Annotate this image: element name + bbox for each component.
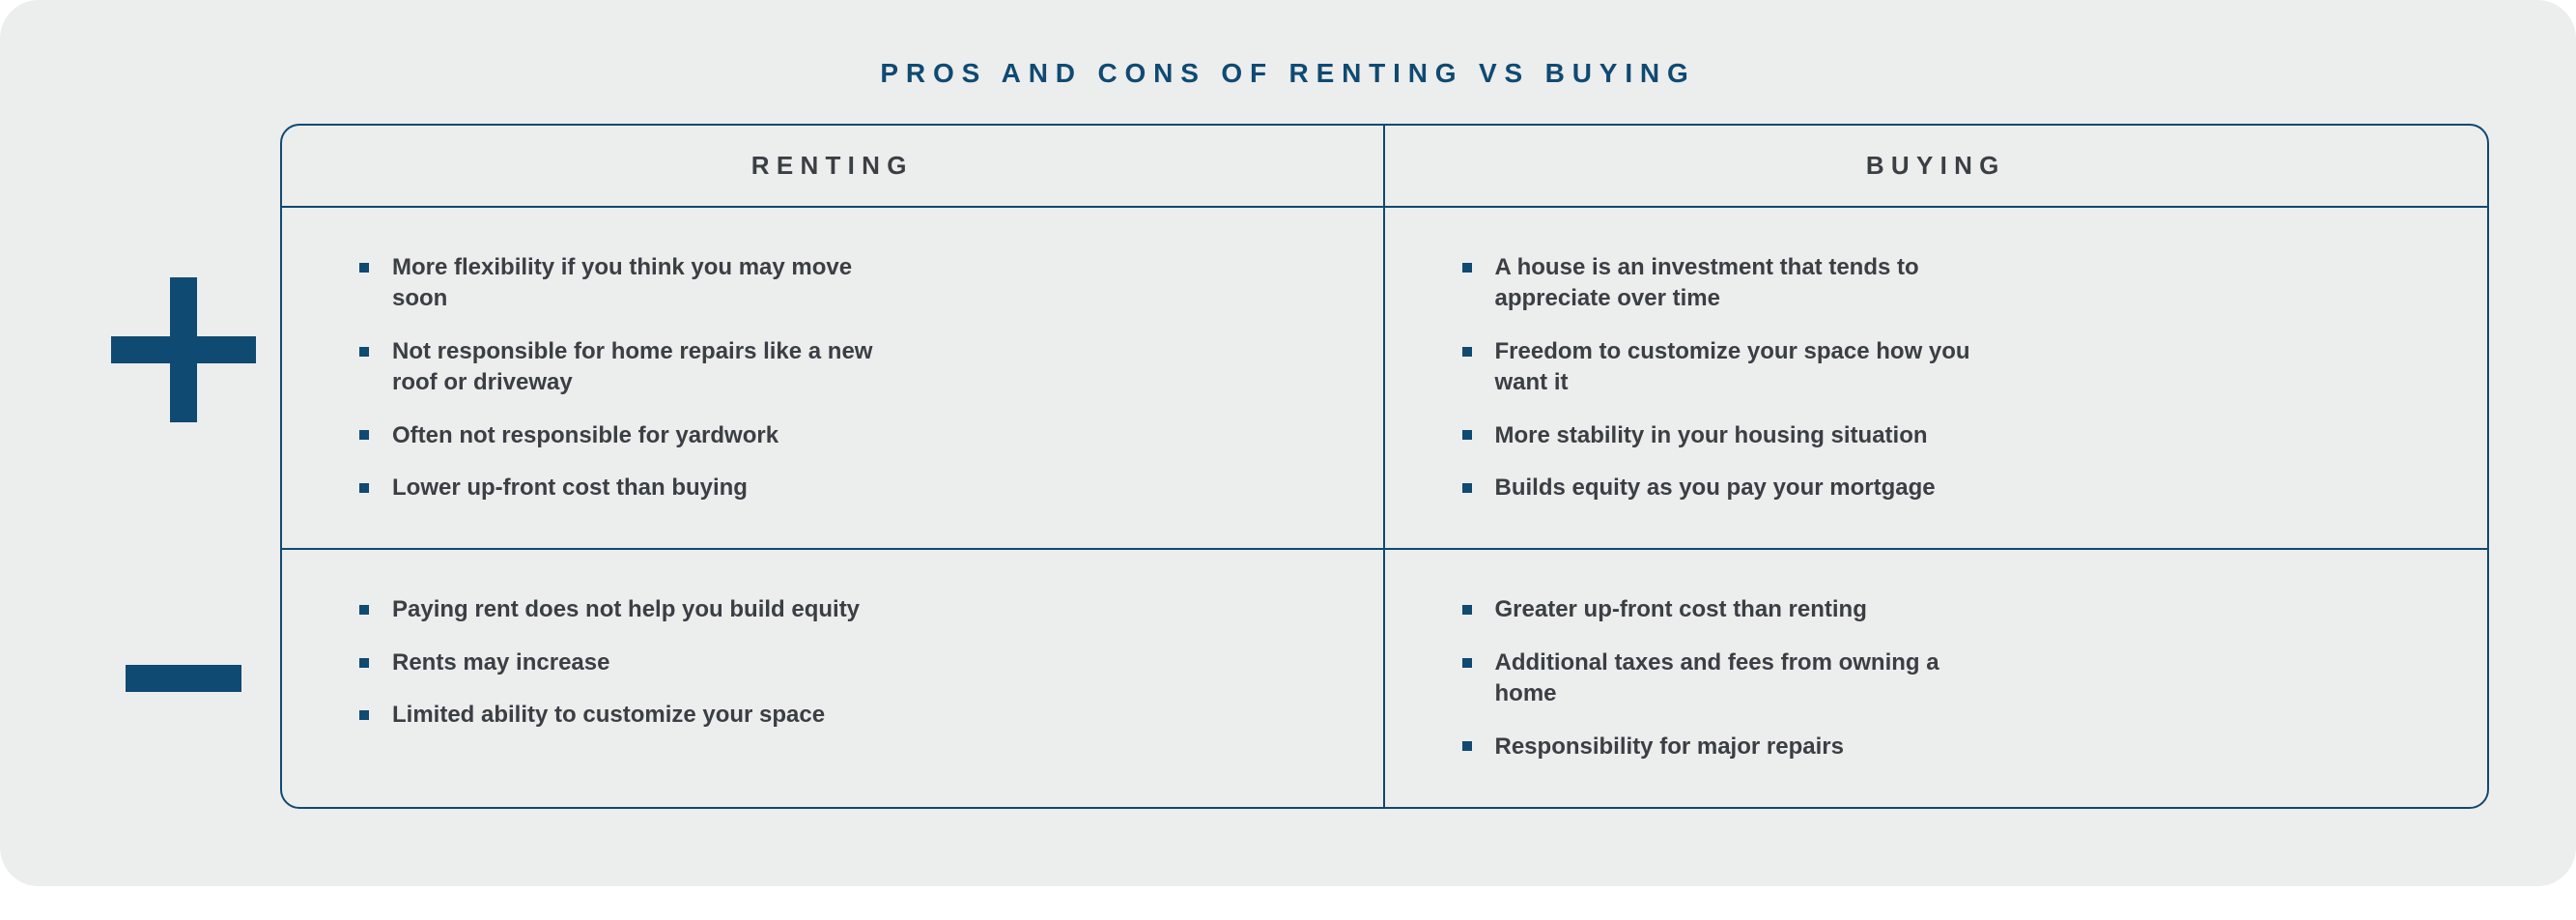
cell-cons-buying: Greater up-front cost than renting Additi…	[1385, 550, 2488, 807]
list-item: Builds equity as you pay your mortgage	[1462, 473, 2003, 503]
cell-pros-renting: More flexibility if you think you may mo…	[282, 208, 1385, 550]
cell-pros-buying: A house is an investment that tends to a…	[1385, 208, 2488, 550]
row-icons-column	[87, 124, 280, 809]
list-item: A house is an investment that tends to a…	[1462, 252, 2003, 315]
list-item: Limited ability to customize your space	[359, 700, 900, 731]
list-item: Not responsible for home repairs like a …	[359, 336, 900, 399]
list-item: Freedom to customize your space how you …	[1462, 336, 2003, 399]
list-item: Greater up-front cost than renting	[1462, 594, 2003, 625]
pros-cons-card: PROS AND CONS OF RENTING VS BUYING RENTI…	[0, 0, 2576, 886]
cons-renting-list: Paying rent does not help you build equi…	[359, 594, 1325, 731]
comparison-table: RENTING BUYING More flexibility if you t…	[280, 124, 2489, 809]
list-item: Often not responsible for yardwork	[359, 420, 900, 451]
cons-buying-list: Greater up-front cost than renting Additi…	[1462, 594, 2430, 762]
column-header-buying: BUYING	[1385, 126, 2488, 208]
list-item: Rents may increase	[359, 647, 900, 678]
list-item: Paying rent does not help you build equi…	[359, 594, 900, 625]
plus-icon	[111, 277, 256, 422]
pros-renting-list: More flexibility if you think you may mo…	[359, 252, 1325, 503]
list-item: Additional taxes and fees from owning a …	[1462, 647, 2003, 710]
card-content: RENTING BUYING More flexibility if you t…	[87, 124, 2489, 809]
list-item: More flexibility if you think you may mo…	[359, 252, 900, 315]
minus-icon	[126, 665, 241, 692]
list-item: Lower up-front cost than buying	[359, 473, 900, 503]
list-item: More stability in your housing situation	[1462, 420, 2003, 451]
list-item: Responsibility for major repairs	[1462, 732, 2003, 762]
cons-icon-slot	[126, 562, 241, 794]
pros-icon-slot	[111, 137, 256, 562]
card-title: PROS AND CONS OF RENTING VS BUYING	[87, 58, 2489, 89]
pros-buying-list: A house is an investment that tends to a…	[1462, 252, 2430, 503]
cell-cons-renting: Paying rent does not help you build equi…	[282, 550, 1385, 807]
column-header-renting: RENTING	[282, 126, 1385, 208]
